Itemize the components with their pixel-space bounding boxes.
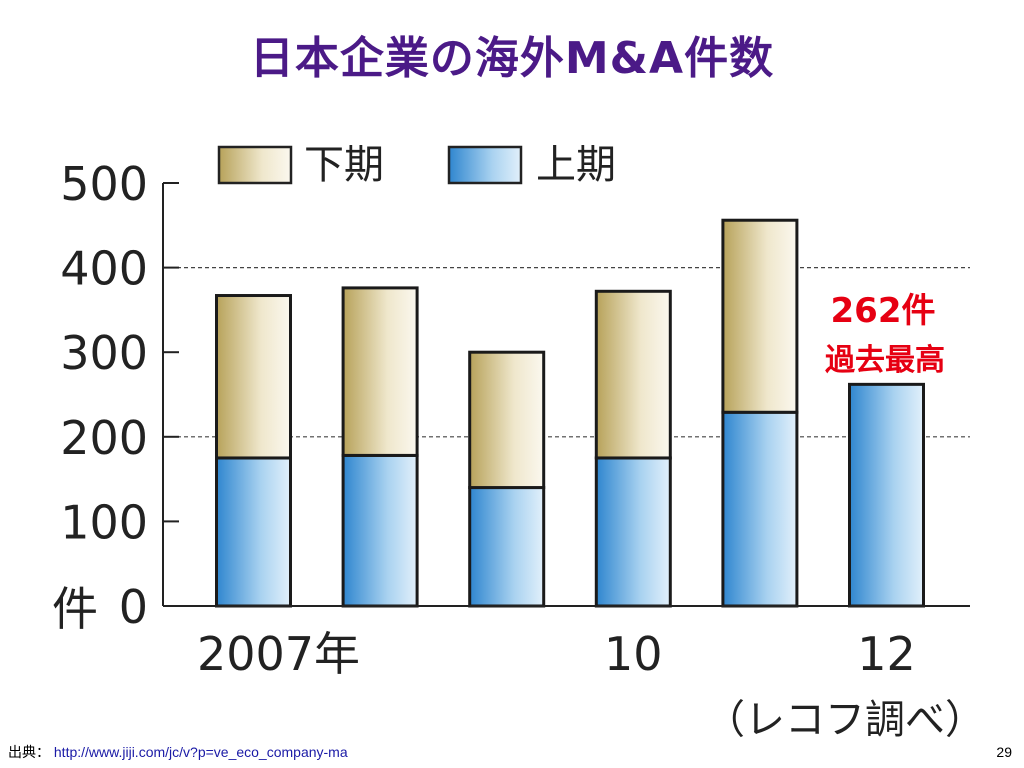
bars [215, 218, 925, 608]
y-tick-label-0: 0 [119, 580, 148, 634]
bar-second-half-2009 [468, 350, 546, 490]
y-unit-label: 件 [52, 582, 98, 636]
x-ticks: 2007年 10 12 [197, 627, 916, 681]
bar-second-half-2008 [341, 286, 419, 457]
bar-first-half-2011 [721, 410, 799, 608]
y-ticks: 0 100 200 300 400 500 [60, 157, 179, 634]
legend-label-first-half: 上期 [536, 142, 616, 188]
y-tick-label-300: 300 [60, 326, 148, 380]
annotation-count: 262件 [831, 291, 936, 331]
bar-first-half-2012 [848, 382, 925, 608]
legend-swatch-first-half [447, 145, 523, 185]
gridlines [163, 267, 970, 438]
source-link[interactable]: http://www.jiji.com/jc/v?p=ve_eco_compan… [53, 744, 348, 760]
page-number: 29 [996, 744, 1012, 760]
bar-second-half-2010 [594, 289, 672, 460]
bar-second-half-2007 [215, 294, 292, 460]
x-tick-label-2012: 12 [857, 627, 916, 681]
legend-swatch-second-half [217, 145, 293, 185]
bar-first-half-2010 [594, 456, 672, 608]
x-tick-label-2007: 2007年 [197, 627, 360, 681]
legend: 下期 上期 [217, 142, 616, 188]
y-tick-label-500: 500 [60, 157, 148, 211]
bar-first-half-2007 [215, 456, 292, 608]
legend-label-second-half: 下期 [304, 142, 384, 188]
slide-title: 日本企業の海外M&A件数 [249, 33, 775, 84]
chart-credit: （レコフ調べ） [705, 697, 985, 740]
x-tick-label-2010: 10 [604, 627, 663, 681]
y-tick-label-400: 400 [60, 242, 148, 296]
source-label: 出典： [8, 744, 50, 760]
y-tick-label-200: 200 [60, 411, 148, 465]
bar-second-half-2011 [721, 218, 799, 414]
source-citation: 出典： http://www.jiji.com/jc/v?p=ve_eco_co… [8, 742, 348, 762]
bar-first-half-2008 [341, 453, 419, 608]
annotation-record: 過去最高 [825, 343, 945, 378]
bar-first-half-2009 [468, 486, 546, 608]
y-tick-label-100: 100 [60, 495, 148, 549]
